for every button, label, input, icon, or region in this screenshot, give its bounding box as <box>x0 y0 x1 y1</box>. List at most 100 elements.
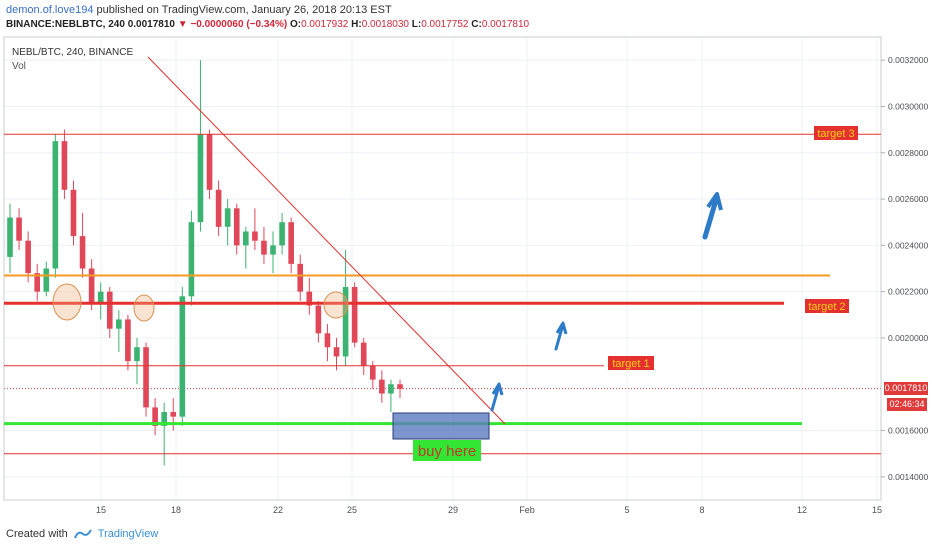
buy-here-label: buy here <box>418 443 476 460</box>
candle-body <box>88 268 95 304</box>
candle <box>252 208 258 250</box>
candle-body <box>224 208 231 227</box>
candle-body <box>279 222 285 246</box>
price-axis: 0.0032000 0.0030000 0.0028000 0.0026000 0.00… <box>881 55 928 482</box>
candle <box>342 249 349 366</box>
candle-body <box>243 231 249 246</box>
high-value: 0.0018030 <box>361 19 409 30</box>
candle-body <box>188 222 195 297</box>
publish-info: demon.of.love194 published on TradingVie… <box>6 4 392 16</box>
chart-grid <box>4 37 881 500</box>
last-price: 0.0017810 <box>127 19 175 30</box>
candle <box>288 217 294 274</box>
target-label-bg <box>814 126 858 140</box>
close-value: 0.0017810 <box>481 19 530 30</box>
candle-body <box>388 384 394 394</box>
candle-body <box>179 296 186 417</box>
candle-body <box>360 342 367 366</box>
y-tick-label: 0.0022000 <box>888 287 928 297</box>
candle <box>161 402 167 466</box>
candle-body <box>106 291 113 329</box>
y-tick-label: 0.0026000 <box>888 194 928 204</box>
candle-body <box>397 384 403 389</box>
candle-body <box>252 231 258 241</box>
candle <box>170 398 177 431</box>
candle-body <box>324 333 331 348</box>
candle-body <box>351 287 358 343</box>
candle <box>197 60 204 232</box>
candle <box>7 203 13 274</box>
x-tick-label: 5 <box>624 505 629 515</box>
candle <box>79 212 86 278</box>
candle <box>360 337 367 375</box>
candle-body <box>97 291 104 304</box>
legend-volume: Vol <box>12 61 26 72</box>
candle-body <box>16 217 22 241</box>
candle-body <box>342 287 349 357</box>
tradingview-brand[interactable]: TradingView <box>97 528 159 540</box>
candle-body <box>134 347 140 362</box>
candle <box>270 231 276 274</box>
y-tick-label: 0.0028000 <box>888 148 928 158</box>
candle <box>116 310 122 352</box>
candle <box>88 259 95 311</box>
open-value: 0.0017932 <box>301 19 349 30</box>
candle <box>70 180 77 246</box>
x-tick-label: 22 <box>273 505 283 515</box>
low-label: L: <box>411 19 422 30</box>
candle <box>261 226 267 264</box>
horizontal-lines: target 3 target 2 target 1 <box>4 126 881 455</box>
candle <box>351 282 358 348</box>
candle-body <box>143 347 149 408</box>
up-arrow-icon <box>702 192 723 240</box>
candle-body <box>261 240 267 255</box>
candle <box>243 226 249 269</box>
candle-body <box>379 379 385 394</box>
candle <box>297 254 304 301</box>
x-tick-label: 25 <box>347 505 357 515</box>
candle <box>106 287 113 338</box>
candle-body <box>125 319 131 362</box>
x-tick-label: 18 <box>171 505 181 515</box>
candle <box>61 129 68 200</box>
y-tick-label: 0.0024000 <box>888 240 928 250</box>
created-with-text: Created with <box>6 528 68 540</box>
candle <box>188 210 195 306</box>
candle-body <box>270 245 276 255</box>
candle <box>206 129 213 200</box>
x-tick-label: 15 <box>96 505 106 515</box>
candle <box>143 342 149 417</box>
candle <box>397 379 403 399</box>
candle-body <box>297 263 304 292</box>
footer: Created with TradingView <box>6 528 158 540</box>
x-tick-label: 8 <box>699 505 704 515</box>
candle-body <box>70 189 77 237</box>
current-price-tag: 0.0017810 <box>884 382 928 395</box>
buy-zone-box <box>392 412 490 440</box>
candle-body <box>197 134 204 223</box>
author-link[interactable]: demon.of.love194 <box>6 4 94 16</box>
change-down-icon: ▼ <box>177 19 188 30</box>
candle <box>134 337 140 385</box>
candle-body <box>79 236 86 269</box>
candles-group <box>7 60 403 466</box>
candle-body <box>161 412 167 426</box>
candle <box>25 231 31 283</box>
circle-marker-1 <box>52 283 82 321</box>
candle-body <box>7 217 13 257</box>
target-label: target 3 <box>817 128 854 140</box>
ohlc-line: BINANCE:NEBLBTC, 240 0.0017810 ▼ −0.0000… <box>6 19 529 30</box>
candle <box>324 324 331 362</box>
y-tick-label: 0.0020000 <box>888 333 928 343</box>
candle <box>125 314 131 371</box>
up-arrow-icon <box>554 321 568 351</box>
candle-body <box>288 222 294 264</box>
candle <box>306 277 313 315</box>
candle-body <box>170 412 177 417</box>
candle-body <box>306 291 313 306</box>
candle <box>388 379 394 413</box>
candle <box>215 180 222 237</box>
candle <box>97 282 104 320</box>
candle <box>179 287 186 426</box>
